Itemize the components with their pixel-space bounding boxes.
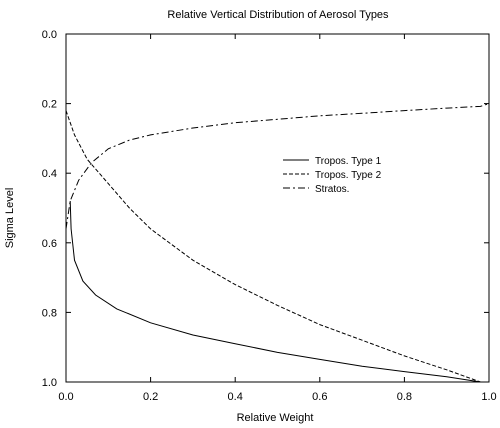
x-tick-label: 1.0 — [481, 391, 496, 403]
series-line-3 — [65, 34, 490, 229]
x-tick-label: 0.4 — [228, 391, 243, 403]
x-tick-label: 0.8 — [397, 391, 412, 403]
plot-frame — [65, 33, 490, 383]
series-layer — [65, 34, 490, 383]
legend-label: Tropos. Type 1 — [315, 156, 382, 167]
y-tick-label: 1.0 — [42, 377, 57, 389]
x-axis: 0.0 0.2 0.4 0.6 0.8 1.0 — [58, 34, 497, 403]
y-tick-label: 0.2 — [42, 99, 57, 111]
legend-label: Tropos. Type 2 — [315, 170, 382, 181]
y-tick-label: 0.4 — [42, 168, 57, 180]
x-tick-label: 0.2 — [143, 391, 158, 403]
legend-label: Stratos. — [315, 184, 349, 195]
series-line-2 — [65, 110, 481, 383]
x-tick-label: 0.0 — [58, 391, 73, 403]
y-tick-label: 0.8 — [42, 307, 57, 319]
y-axis: 0.0 0.2 0.4 0.6 0.8 1.0 — [42, 29, 489, 389]
y-tick-label: 0.6 — [42, 238, 57, 250]
y-axis-label: Sigma Level — [4, 188, 16, 249]
series-line-1 — [69, 200, 481, 383]
x-axis-label: Relative Weight — [237, 412, 314, 424]
x-tick-label: 0.6 — [312, 391, 327, 403]
y-tick-label: 0.0 — [42, 29, 57, 41]
chart-title: Relative Vertical Distribution of Aeroso… — [167, 9, 389, 21]
legend: Tropos. Type 1 Tropos. Type 2 Stratos. — [283, 156, 382, 195]
